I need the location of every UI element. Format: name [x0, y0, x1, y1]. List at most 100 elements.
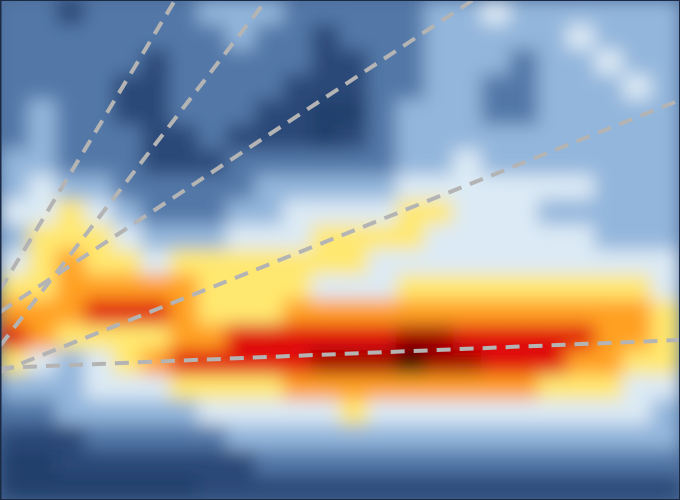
heat-cell	[481, 175, 510, 201]
heat-cell	[0, 150, 29, 176]
heat-cell	[481, 25, 510, 51]
heat-cell	[595, 150, 624, 176]
heat-cell	[368, 25, 397, 51]
heat-cell	[85, 275, 114, 301]
heat-cell	[595, 450, 624, 476]
heat-cell	[141, 375, 170, 401]
heat-cell	[396, 250, 425, 276]
heat-cell	[566, 250, 595, 276]
heat-cell	[226, 350, 255, 376]
heat-cell	[113, 0, 142, 26]
lines	[0, 0, 680, 372]
heat-cell	[85, 400, 114, 426]
heat-cell	[311, 225, 340, 251]
heat-cell	[368, 475, 397, 500]
heat-cell	[425, 475, 454, 500]
heat-cell	[623, 425, 652, 451]
heat-cell	[538, 200, 567, 226]
heat-cell	[538, 225, 567, 251]
heat-cell	[141, 250, 170, 276]
heat-cell	[28, 450, 57, 476]
heat-cell	[311, 300, 340, 326]
heat-cell	[510, 300, 539, 326]
heat-cell	[651, 0, 680, 26]
heat-cell	[623, 200, 652, 226]
heat-cell	[170, 375, 199, 401]
heat-cell	[481, 450, 510, 476]
dashed-line	[0, 100, 680, 372]
heat-cell	[170, 400, 199, 426]
heat-cell	[651, 475, 680, 500]
heat-cell	[28, 400, 57, 426]
heat-cell	[311, 400, 340, 426]
heat-cell	[170, 325, 199, 351]
heat-cell	[283, 125, 312, 151]
heat-cell	[255, 400, 284, 426]
heat-cell	[141, 225, 170, 251]
heat-cell	[283, 150, 312, 176]
heat-cell	[56, 275, 85, 301]
heat-cell	[481, 200, 510, 226]
heat-cell	[255, 275, 284, 301]
heat-cell	[340, 425, 369, 451]
heat-cell	[28, 25, 57, 51]
heat-cell	[283, 325, 312, 351]
heat-cell	[453, 125, 482, 151]
heat-cell	[510, 375, 539, 401]
heat-cell	[425, 200, 454, 226]
heat-cell	[623, 275, 652, 301]
heat-cell	[198, 275, 227, 301]
heat-cell	[425, 50, 454, 76]
heat-cell	[56, 75, 85, 101]
heat-cell	[623, 150, 652, 176]
heat-cell	[226, 275, 255, 301]
heat-cell	[85, 475, 114, 500]
heat-cell	[623, 325, 652, 351]
heat-cell	[56, 225, 85, 251]
heat-cell	[396, 100, 425, 126]
heat-cell	[311, 375, 340, 401]
heat-cell	[170, 75, 199, 101]
heat-cell	[85, 25, 114, 51]
heat-cell	[651, 225, 680, 251]
heat-cell	[396, 150, 425, 176]
heat-cell	[595, 375, 624, 401]
heat-cell	[141, 325, 170, 351]
heat-cell	[226, 75, 255, 101]
heat-cell	[283, 25, 312, 51]
heat-cell	[340, 25, 369, 51]
heat-cell	[28, 75, 57, 101]
heat-cell	[56, 475, 85, 500]
heat-cell	[651, 200, 680, 226]
heat-cell	[651, 250, 680, 276]
heat-cell	[368, 175, 397, 201]
heat-cell	[0, 50, 29, 76]
heat-cell	[226, 225, 255, 251]
heat-cell	[510, 100, 539, 126]
heat-cell	[255, 475, 284, 500]
heat-cell	[651, 125, 680, 151]
heat-cell	[623, 0, 652, 26]
heat-cell	[56, 425, 85, 451]
heat-cell	[283, 375, 312, 401]
heat-cell	[283, 50, 312, 76]
heat-cell	[255, 300, 284, 326]
heat-cell	[538, 25, 567, 51]
heat-cell	[566, 275, 595, 301]
heat-cell	[623, 125, 652, 151]
heat-cell	[368, 0, 397, 26]
heat-cell	[311, 275, 340, 301]
heat-cell	[425, 375, 454, 401]
heat-cell	[0, 175, 29, 201]
heat-cell	[56, 325, 85, 351]
heat-cell	[198, 0, 227, 26]
heat-cell	[255, 450, 284, 476]
heat-cell	[595, 100, 624, 126]
heat-cell	[340, 300, 369, 326]
heat-cell	[255, 325, 284, 351]
heat-cell	[311, 75, 340, 101]
heat-cell	[113, 250, 142, 276]
heat-cell	[368, 100, 397, 126]
heat-cell	[198, 325, 227, 351]
heat-cell	[311, 0, 340, 26]
